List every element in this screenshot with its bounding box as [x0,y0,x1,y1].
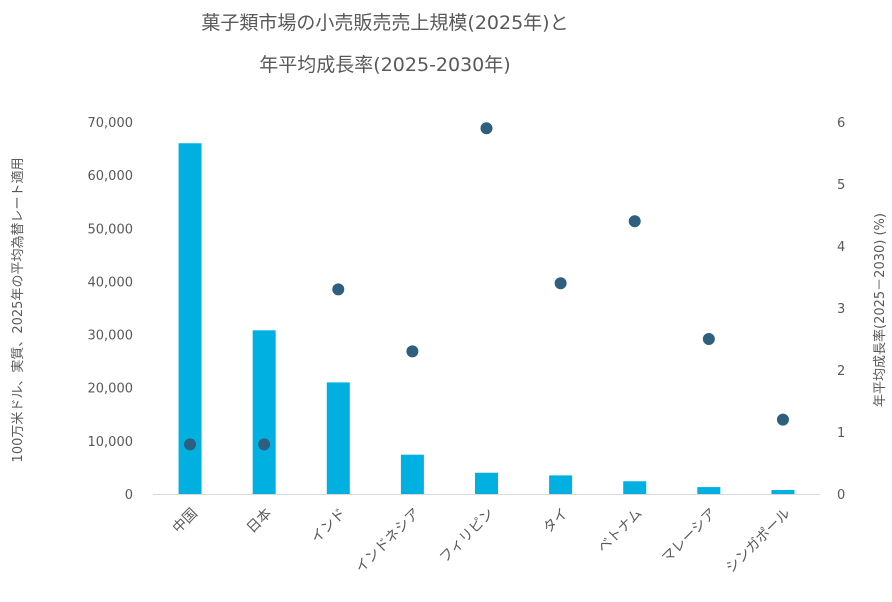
right-axis-title: 年平均成長率(2025－2030) (%) [872,213,888,407]
bar-6 [623,481,647,494]
right-axis-ticks: 0 1 2 3 4 5 6 [837,116,845,503]
growth-point-3 [406,345,419,358]
right-tick-label: 2 [837,364,845,379]
right-tick-label: 5 [837,178,845,193]
left-axis-ticks: 0 10,000 20,000 30,000 40,000 50,000 60,000 70,… [88,116,134,503]
bar-0 [178,143,202,494]
category-label: 日本 [244,506,275,537]
category-label: タイ [540,506,571,537]
growth-point-4 [480,122,493,135]
left-tick-label: 20,000 [88,382,134,397]
category-label: マレーシア [659,506,720,567]
category-label: インドネシア [353,506,424,577]
bar-3 [400,454,424,494]
bar-7 [697,487,721,494]
left-axis-title: 100万米ドル、実質、2025年の平均為替レート適用 [10,158,26,463]
category-label: 中国 [170,506,201,537]
right-tick-label: 3 [837,302,845,317]
left-tick-label: 0 [125,488,133,503]
growth-point-7 [702,333,715,345]
right-tick-label: 0 [837,488,845,503]
growth-point-2 [332,283,345,296]
category-label: インド [308,506,349,547]
growth-point-6 [628,215,641,228]
growth-point-1 [258,438,271,451]
right-tick-label: 4 [837,240,845,255]
growth-rate-series [184,122,789,451]
left-tick-label: 70,000 [88,116,134,131]
right-tick-label: 1 [837,426,845,441]
growth-point-0 [184,438,197,451]
growth-point-8 [776,413,789,426]
left-tick-label: 10,000 [88,435,134,450]
growth-point-5 [554,277,567,290]
bar-5 [549,475,573,494]
category-label: ベトナム [595,506,646,557]
left-tick-label: 50,000 [88,222,134,237]
left-tick-label: 60,000 [88,169,134,184]
bar-8 [771,490,795,494]
category-labels: 中国 日本 インド インドネシア フィリピン タイ ベトナム マレーシア シンガポール [170,506,794,577]
category-label: シンガポール [723,506,794,577]
bar-1 [252,330,276,494]
chart-title-line-1: 菓子類市場の小売販売売上規模(2025年)と [201,12,569,34]
bar-series [178,143,795,494]
chart-title-line-2: 年平均成長率(2025-2030年) [259,54,511,76]
bar-2 [326,382,350,494]
category-label: フィリピン [437,506,498,567]
left-tick-label: 40,000 [88,275,134,290]
left-tick-label: 30,000 [88,329,134,344]
right-tick-label: 6 [837,116,845,131]
bar-4 [475,472,498,494]
